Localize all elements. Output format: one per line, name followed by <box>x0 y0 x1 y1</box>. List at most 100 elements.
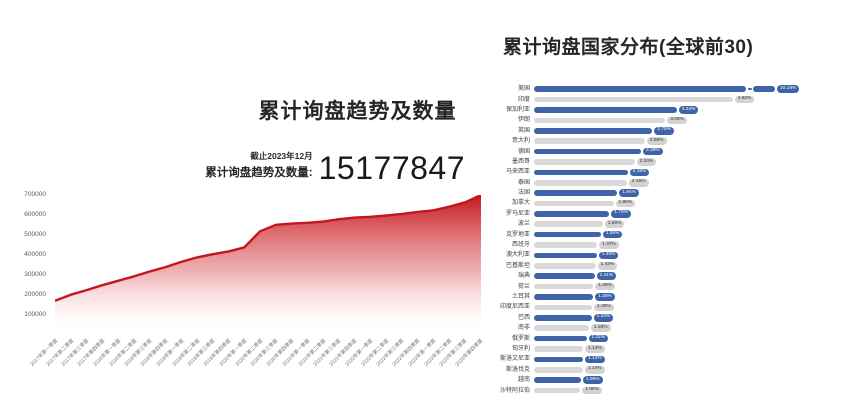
bar-row: 巴基斯坦 1.43% <box>440 261 848 271</box>
value-badge: 1.94% <box>619 189 639 197</box>
bar-row: 法国 1.94% <box>440 188 848 198</box>
bar-segment <box>534 107 677 113</box>
bar-track: 1.22% <box>534 334 848 343</box>
value-badge: 2.16% <box>628 178 649 187</box>
value-badge: 3.05% <box>667 116 687 125</box>
bar-row: 罗马尼亚 1.75% <box>440 209 848 219</box>
country-label: 马来西亚 <box>505 169 530 176</box>
bar-track: 2.75% <box>534 126 848 135</box>
country-label: 瑞典 <box>517 273 530 280</box>
bar-row: 德国 2.49% <box>440 146 848 156</box>
bar-segment <box>534 273 595 280</box>
bar-segment <box>534 221 603 228</box>
bar-track: 1.85% <box>534 199 848 208</box>
bar-segment <box>534 346 583 352</box>
country-bar-chart: 美国 10.19% 印度 4.62% 保加利亚 3.32% 伊朗 3.05% 英国 2.75% 意大… <box>440 84 848 396</box>
y-axis-tick: 200000 <box>24 291 46 298</box>
bar-segment <box>534 200 614 207</box>
country-label: 伊朗 <box>517 117 530 124</box>
bar-track: 1.35% <box>534 303 848 312</box>
stats-date-note: 截止2023年12月 <box>250 151 313 161</box>
country-label: 法国 <box>517 190 530 197</box>
country-label: 澳大利亚 <box>505 252 530 259</box>
bar-track: 1.38% <box>534 293 848 301</box>
country-label: 荷兰 <box>517 283 530 290</box>
bar-track: 1.14% <box>534 365 848 374</box>
bar-row: 南非 1.28% <box>440 323 848 333</box>
bar-track: 1.41% <box>534 272 848 281</box>
bar-segment <box>534 159 635 165</box>
bar-segment <box>534 211 610 217</box>
bar-row: 波兰 1.60% <box>440 219 848 229</box>
bar-track: 1.08% <box>534 386 848 395</box>
value-badge: 2.58% <box>646 137 667 145</box>
value-badge: 1.34% <box>593 314 614 322</box>
bar-row: 瑞典 1.41% <box>440 271 848 281</box>
bar-track: 1.14% <box>534 345 848 353</box>
bar-row: 英国 2.75% <box>440 126 848 136</box>
value-badge: 1.14% <box>585 355 605 364</box>
country-label: 加拿大 <box>511 200 530 207</box>
bar-track: 2.58% <box>534 137 848 145</box>
value-badge: 1.22% <box>588 334 609 343</box>
bar-track: 1.94% <box>534 189 848 197</box>
bar-track: 1.75% <box>534 210 848 218</box>
bar-track: 2.49% <box>534 147 848 156</box>
value-badge: 1.38% <box>595 282 615 291</box>
bar-row: 加拿大 1.85% <box>440 198 848 208</box>
value-badge: 3.32% <box>678 106 699 114</box>
value-badge: 1.35% <box>594 303 614 312</box>
bar-row: 荷兰 1.38% <box>440 281 848 291</box>
country-label: 越南 <box>517 377 530 384</box>
country-label: 巴基斯坦 <box>505 262 530 269</box>
bar-track: 10.19% <box>534 85 848 93</box>
bar-row: 越南 1.09% <box>440 375 848 385</box>
bar-row: 斯洛文尼亚 1.14% <box>440 354 848 364</box>
bar-track: 1.14% <box>534 355 848 364</box>
bar-row: 克罗地亚 1.55% <box>440 229 848 239</box>
value-badge: 2.75% <box>654 126 674 135</box>
bar-track: 1.09% <box>534 376 848 384</box>
bar-track: 1.55% <box>534 230 848 239</box>
bar-row: 墨西哥 2.34% <box>440 157 848 167</box>
stats-notes: 截止2023年12月 累计询盘趋势及数量: <box>205 150 312 183</box>
bar-segment <box>534 314 592 321</box>
bar-row: 土耳其 1.38% <box>440 292 848 302</box>
bar-segment <box>534 169 628 176</box>
bar-track: 1.60% <box>534 220 848 229</box>
left-chart-title: 累计询盘趋势及数量 <box>258 100 457 123</box>
bar-row: 斯洛伐克 1.14% <box>440 365 848 375</box>
value-badge: 1.55% <box>602 230 623 239</box>
value-badge: 1.60% <box>604 220 625 229</box>
value-badge: 2.34% <box>636 158 657 166</box>
bar-segment <box>753 86 775 92</box>
area-chart <box>55 195 481 336</box>
bar-row: 泰国 2.16% <box>440 178 848 188</box>
value-badge: 2.49% <box>643 147 663 156</box>
value-badge: 1.46% <box>598 251 619 260</box>
value-badge: 2.18% <box>629 168 650 177</box>
bar-segment <box>534 387 581 394</box>
bar-track: 2.16% <box>534 178 848 187</box>
bar-track: 2.18% <box>534 168 848 177</box>
country-label: 墨西哥 <box>511 158 530 165</box>
country-label: 南非 <box>517 325 530 332</box>
country-label: 意大利 <box>511 138 530 145</box>
bar-row: 印度 4.62% <box>440 94 848 104</box>
bar-row: 伊朗 3.05% <box>440 115 848 125</box>
bar-segment <box>534 148 642 155</box>
value-badge: 1.09% <box>582 376 603 384</box>
axis-break-dash <box>747 88 752 90</box>
bar-row: 巴西 1.34% <box>440 313 848 323</box>
value-badge: 1.38% <box>595 293 615 301</box>
value-badge: 10.19% <box>777 85 800 93</box>
bar-segment <box>534 190 618 196</box>
bar-row: 马来西亚 2.18% <box>440 167 848 177</box>
bar-row: 美国 10.19% <box>440 84 848 94</box>
bar-track: 2.34% <box>534 158 848 166</box>
bar-segment <box>534 96 733 103</box>
country-label: 沙特阿拉伯 <box>499 387 530 394</box>
bar-segment <box>534 138 645 144</box>
country-label: 印度尼西亚 <box>499 304 530 311</box>
